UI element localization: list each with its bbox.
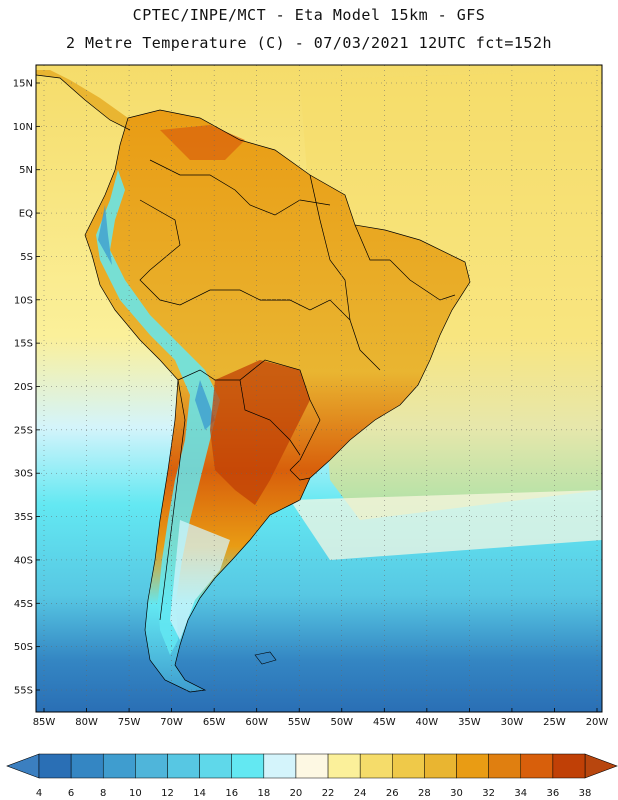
colorbar-swatch [167,753,200,779]
lon-label: 60W [245,717,268,728]
colorbar-swatch [102,753,136,779]
lon-label: 75W [118,717,141,728]
lat-label: 30S [14,469,33,480]
latitude-labels: 15N 10N 5N EQ 5S 10S 15S 20S 25S 30S 35S 40S 45S 50S 5… [13,79,33,697]
lon-label: 40W [416,717,439,728]
lat-label: 40S [14,555,33,566]
lat-label: EQ [19,209,33,220]
lat-label: 15N [13,79,33,90]
heat-core [210,360,310,505]
colorbar-swatch [359,753,393,779]
lat-label: 10S [14,295,33,306]
lon-label: 85W [33,717,56,728]
central-america-land [36,70,130,130]
colorbar-label: 8 [100,788,106,799]
colorbar-swatch [199,753,232,779]
colorbar-swatch [263,753,297,779]
lat-label: 5S [20,252,33,263]
graticule [36,65,602,712]
colorbar-swatch [295,753,329,779]
lat-label: 45S [14,599,33,610]
lon-label: 30W [501,717,524,728]
colorbar-label: 4 [36,788,42,799]
lat-label: 10N [13,122,33,133]
map-title-line-2: 2 Metre Temperature (C) - 07/03/2021 12U… [65,34,553,52]
colorbar-swatch [488,753,522,779]
colorbar-label: 32 [482,788,495,799]
lon-label: 45W [373,717,396,728]
colorbar-label: 10 [129,788,142,799]
colorbar-label: 34 [514,788,527,799]
colorbar-label: 18 [257,788,270,799]
lat-label: 20S [14,382,33,393]
colorbar [6,753,618,779]
colorbar-swatch [456,753,489,779]
colorbar-label: 16 [225,788,238,799]
lon-label: 35W [458,717,481,728]
colorbar-label: 12 [161,788,174,799]
colorbar-swatch [424,753,457,779]
colorbar-swatch [231,753,265,779]
lon-label: 20W [586,717,609,728]
lon-label: 70W [160,717,183,728]
colorbar-swatch [392,753,425,779]
colorbar-label: 28 [418,788,431,799]
colorbar-labels: 4 6 8 10 12 14 16 18 20 22 24 26 28 30 32 34 36 38 [36,788,592,799]
andes-cold-strip [96,170,220,655]
map-title-line-1: CPTEC/INPE/MCT - Eta Model 15km - GFS [132,6,486,24]
colorbar-label: 14 [193,788,206,799]
colorbar-label: 20 [290,788,303,799]
lat-label: 25S [14,425,33,436]
colorbar-swatch [135,753,168,779]
colorbar-swatch [552,753,586,779]
lat-label: 15S [14,339,33,350]
colorbar-label: 36 [547,788,560,799]
colorbar-over-arrow [584,753,618,779]
colorbar-swatch [70,753,104,779]
colorbar-swatch [327,753,361,779]
country-borders [36,74,471,693]
colorbar-label: 26 [386,788,399,799]
lon-label: 25W [543,717,566,728]
colorbar-label: 38 [579,788,592,799]
colorbar-under-arrow [6,753,40,779]
lon-label: 55W [288,717,311,728]
map-frame [35,64,603,713]
lat-label: 55S [14,686,33,697]
colorbar-label: 24 [354,788,367,799]
lon-label: 65W [203,717,226,728]
lat-label: 5N [19,165,33,176]
colorbar-label: 22 [322,788,335,799]
colorbar-swatch [520,753,554,779]
colorbar-swatch [38,753,72,779]
longitude-labels: 85W 80W 75W 70W 65W 60W 55W 50W 45W 40W 35W 30W 25W 2… [33,717,609,728]
lat-label: 35S [14,512,33,523]
colorbar-label: 6 [68,788,74,799]
colorbar-label: 30 [450,788,463,799]
lon-label: 80W [75,717,98,728]
lon-label: 50W [330,717,353,728]
lat-label: 50S [14,642,33,653]
